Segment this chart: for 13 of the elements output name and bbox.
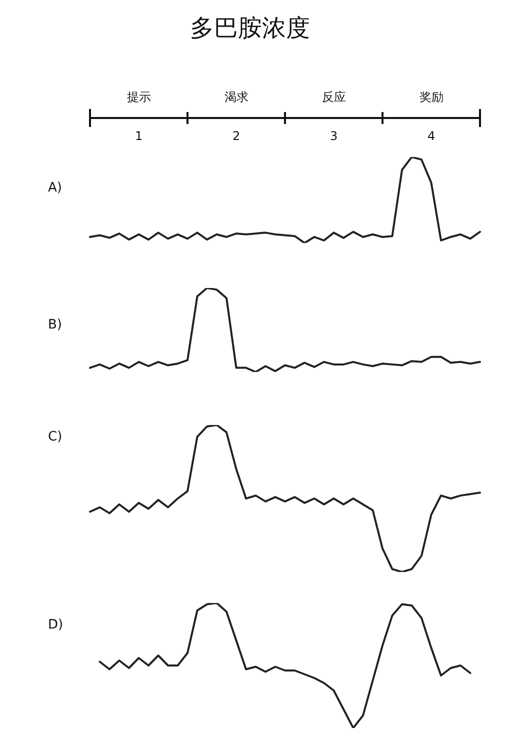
- text: 3: [330, 129, 338, 144]
- text: 2: [232, 129, 240, 144]
- text: 4: [427, 129, 436, 144]
- text: 渴求: [224, 90, 248, 104]
- text: 提示: [126, 90, 151, 104]
- text: 反应: [322, 90, 346, 104]
- chart-subtitle: C): [48, 429, 62, 444]
- text: 奖励: [419, 90, 444, 104]
- text: D): [48, 617, 64, 632]
- chart-title: 多巴胺浓度: [190, 14, 310, 42]
- text: 1: [134, 129, 143, 144]
- text: B): [48, 317, 62, 332]
- text: A): [48, 180, 62, 196]
